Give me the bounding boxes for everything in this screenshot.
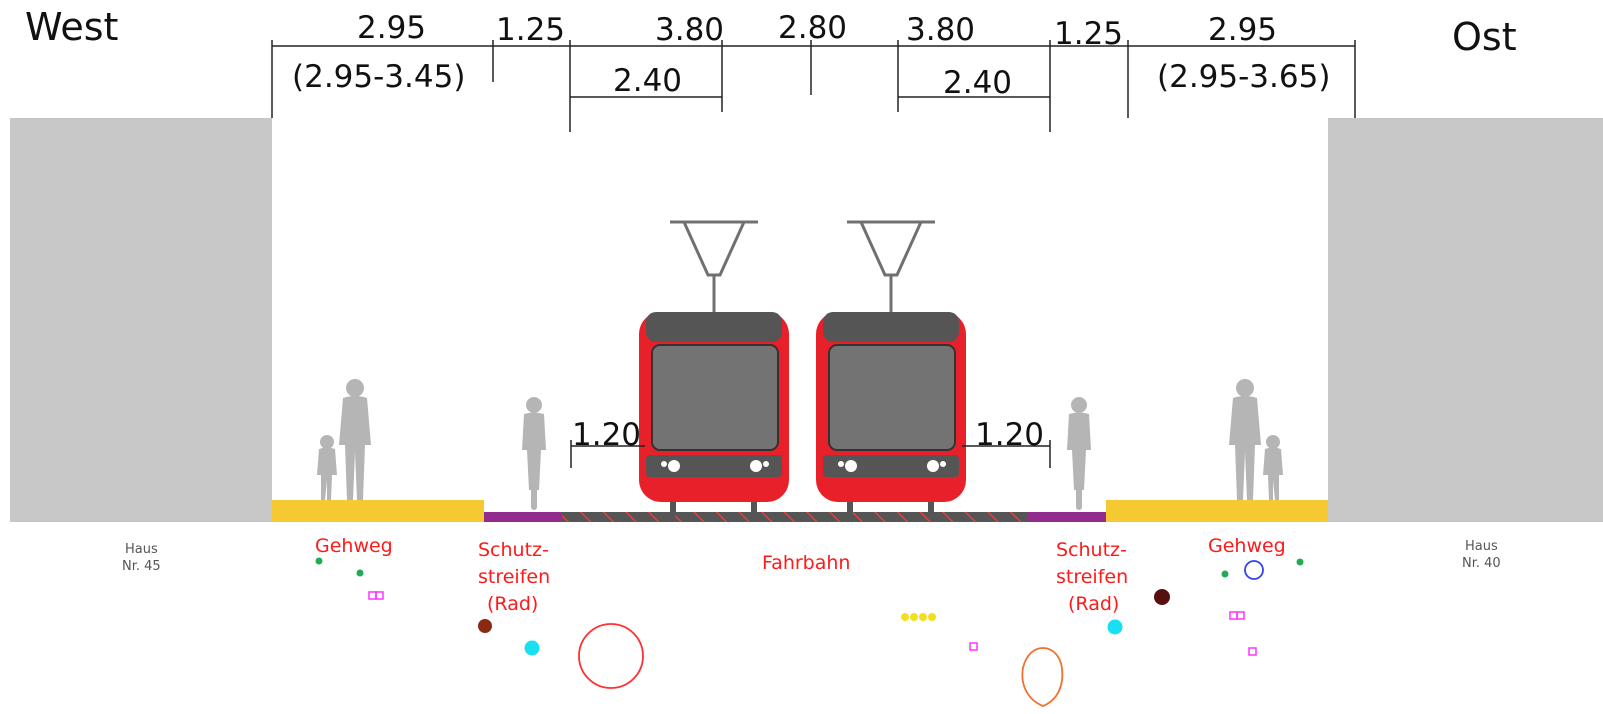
pantograph-icon — [670, 220, 758, 312]
tram-front-icon — [639, 220, 789, 516]
double-square-marker — [1229, 611, 1245, 620]
house-east-line1: Haus — [1465, 539, 1498, 554]
dim-west-bike-lane: 1.25 — [496, 12, 565, 48]
building-east — [1328, 118, 1603, 522]
dim-east-clearance: 1.20 — [975, 417, 1044, 453]
bike-lane-west — [484, 512, 562, 522]
cyan-dot-marker — [1107, 619, 1123, 635]
green-dot-marker — [356, 569, 364, 577]
dim-east-sidewalk: 2.95 — [1208, 12, 1277, 48]
label-schutzstreifen-east-2: streifen — [1056, 566, 1128, 588]
pedestrian-with-child-icon — [1229, 379, 1283, 500]
house-east-line2: Nr. 40 — [1462, 556, 1501, 571]
dim-east-sidewalk-range: (2.95-3.65) — [1157, 59, 1330, 95]
tram-front-icon — [816, 220, 966, 516]
label-schutzstreifen-west-1: Schutz- — [478, 539, 549, 561]
dim-east-track: 3.80 — [906, 12, 975, 48]
roadway-tracks — [562, 512, 1028, 522]
green-dot-marker — [315, 557, 323, 565]
square-marker — [1248, 647, 1257, 656]
green-dot-marker — [1296, 558, 1304, 566]
label-gehweg-west: Gehweg — [315, 535, 393, 557]
label-schutzstreifen-west-3: (Rad) — [487, 593, 538, 615]
dim-west-track-inner: 2.40 — [613, 63, 682, 99]
pantograph-icon — [847, 220, 935, 312]
label-fahrbahn: Fahrbahn — [762, 552, 850, 574]
dim-east-bike-lane: 1.25 — [1054, 16, 1123, 52]
pedestrian-with-child-icon — [317, 379, 371, 500]
label-schutzstreifen-east-1: Schutz- — [1056, 539, 1127, 561]
cyclist-icon — [522, 397, 546, 510]
bike-lane-east — [1028, 512, 1106, 522]
label-schutzstreifen-east-3: (Rad) — [1068, 593, 1119, 615]
direction-east: Ost — [1452, 15, 1517, 59]
building-west — [10, 118, 272, 522]
dim-east-track-inner: 2.40 — [943, 65, 1012, 101]
dim-west-sidewalk-range: (2.95-3.45) — [292, 59, 465, 95]
house-west-line2: Nr. 45 — [122, 559, 161, 574]
dim-west-track: 3.80 — [655, 12, 724, 48]
sidewalk-east — [1106, 500, 1328, 522]
label-gehweg-east: Gehweg — [1208, 535, 1286, 557]
red-ring-marker — [578, 623, 644, 689]
green-dot-marker — [1221, 570, 1229, 578]
label-schutzstreifen-west-2: streifen — [478, 566, 550, 588]
blue-ring-marker — [1244, 560, 1264, 580]
dim-west-clearance: 1.20 — [572, 417, 641, 453]
square-marker — [969, 642, 978, 651]
dimension-lines — [271, 40, 1356, 468]
house-west-line1: Haus — [125, 542, 158, 557]
cyclist-icon — [1067, 397, 1091, 510]
dim-west-sidewalk: 2.95 — [357, 10, 426, 46]
yellow-dot-row-marker — [901, 613, 936, 621]
sidewalk-west — [272, 500, 484, 522]
double-square-marker — [368, 591, 384, 600]
map-symbols — [315, 557, 1304, 707]
direction-west: West — [25, 5, 118, 49]
dark-brown-dot-marker — [1154, 589, 1170, 605]
cyan-dot-marker — [524, 640, 540, 656]
brown-dot-marker — [478, 619, 492, 633]
dim-center: 2.80 — [778, 10, 847, 46]
orange-drop-marker — [1021, 647, 1064, 707]
